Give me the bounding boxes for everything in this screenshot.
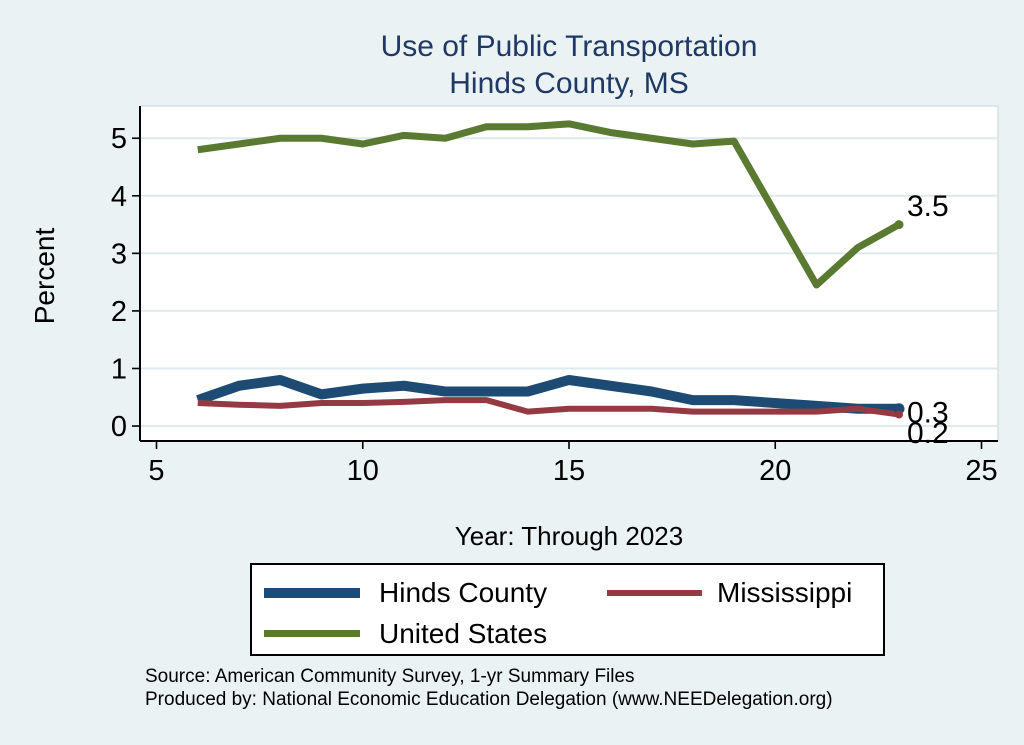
- x-tick-label-15: 15: [553, 455, 585, 487]
- series-end-label-united-states: 3.5: [907, 190, 949, 223]
- legend-label-united-states: United States: [379, 618, 548, 649]
- y-tick-label-2: 2: [111, 296, 127, 328]
- series-end-label-mississippi: 0.2: [907, 417, 949, 450]
- y-tick-label-5: 5: [111, 123, 127, 155]
- series-line-united-states: [197, 120, 901, 289]
- y-tick-label-4: 4: [111, 181, 127, 213]
- series-line-hinds-county: [196, 374, 899, 414]
- x-tick-label-10: 10: [347, 455, 379, 487]
- legend-label-mississippi: Mississippi: [717, 577, 853, 608]
- chart-title-line-1: Use of Public Transportation: [380, 30, 758, 63]
- series-line-mississippi: [197, 397, 900, 418]
- x-axis-title: Year: Through 2023: [454, 521, 684, 551]
- legend-box: Hinds County Mississippi United States: [250, 563, 885, 656]
- footer-source-line: Source: American Community Survey, 1-yr …: [145, 666, 635, 687]
- x-tick-label-5: 5: [148, 455, 164, 487]
- footer-notes: Source: American Community Survey, 1-yr …: [145, 666, 1005, 711]
- legend-swatch-united-states: [264, 630, 360, 637]
- plot-border: [140, 105, 999, 441]
- plot-background: [140, 106, 998, 441]
- x-tick-label-20: 20: [759, 455, 791, 487]
- y-axis-title: Percent: [29, 227, 60, 325]
- footer-producer-line: Produced by: National Economic Education…: [145, 688, 833, 710]
- y-tick-label-1: 1: [111, 353, 127, 385]
- y-tick-label-3: 3: [111, 238, 127, 270]
- chart-title: Use of Public Transportation Hinds Count…: [140, 28, 998, 102]
- series-end-dot-mississippi: [895, 410, 903, 419]
- chart-title-line-2: Hinds County, MS: [449, 67, 689, 100]
- series-end-label-hinds-county: 0.3: [907, 396, 949, 429]
- y-tick-label-0: 0: [111, 411, 127, 443]
- x-tick-label-25: 25: [965, 455, 997, 487]
- legend-label-hinds-county: Hinds County: [379, 577, 548, 608]
- legend-swatch-mississippi: [607, 590, 702, 596]
- series-end-dot-hinds-county: [893, 403, 905, 415]
- series-end-dot-united-states: [894, 220, 904, 230]
- legend-swatch-hinds-county: [264, 588, 360, 598]
